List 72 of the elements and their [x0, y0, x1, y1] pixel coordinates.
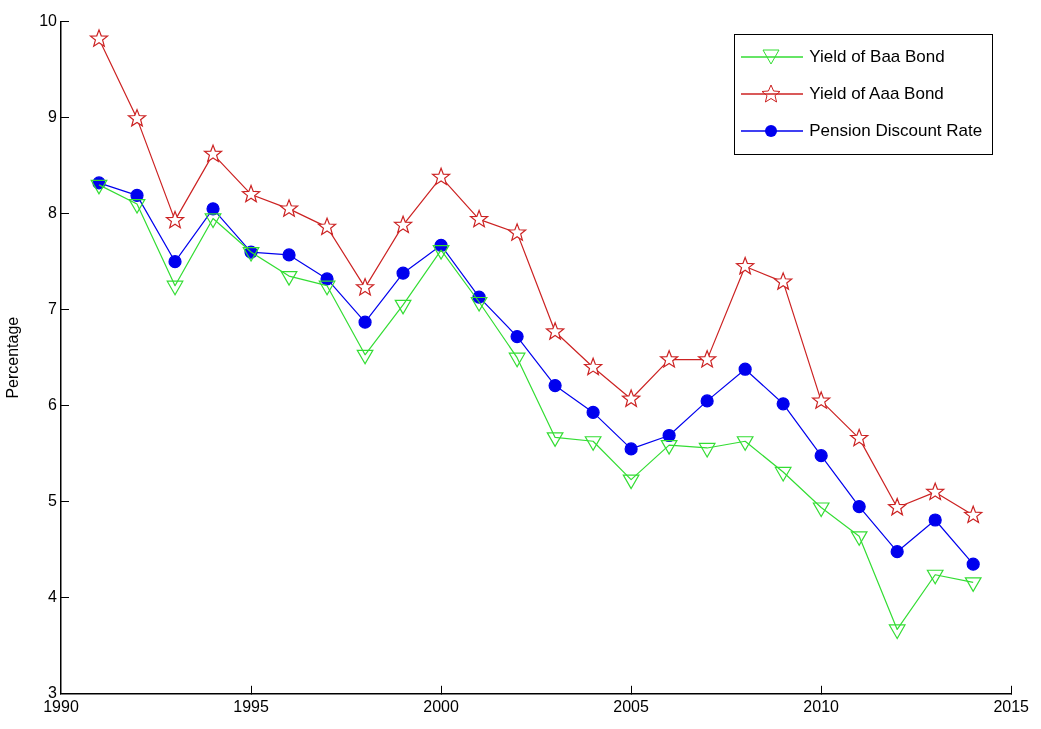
point	[584, 436, 602, 451]
y-tick-label: 9	[48, 108, 58, 126]
point	[662, 428, 676, 443]
x-tick-label: 1995	[233, 697, 269, 715]
point	[546, 432, 564, 447]
x-tick-label: 1990	[43, 697, 79, 715]
point	[890, 545, 904, 559]
y-tick-label: 8	[48, 204, 58, 222]
point	[964, 577, 982, 593]
point	[738, 362, 752, 376]
legend-label: Pension Discount Rate	[809, 121, 983, 142]
y-tick-label: 4	[48, 588, 58, 606]
point	[393, 215, 413, 234]
y-tick-label: 6	[48, 396, 58, 414]
point	[698, 442, 716, 458]
point	[279, 199, 299, 217]
point	[282, 248, 296, 262]
y-tick-label: 7	[48, 300, 58, 318]
y-tick-label: 10	[39, 12, 58, 30]
point	[928, 513, 942, 527]
point	[773, 272, 793, 290]
point	[888, 624, 906, 640]
point	[548, 378, 562, 393]
point	[812, 502, 830, 518]
point	[203, 144, 223, 162]
point	[659, 350, 679, 368]
point	[926, 569, 944, 585]
point	[583, 357, 603, 376]
point	[241, 184, 261, 203]
point	[358, 315, 372, 329]
point	[660, 439, 678, 455]
point	[507, 223, 527, 241]
point	[736, 436, 754, 451]
y-tick-label: 5	[48, 492, 58, 510]
point	[510, 329, 524, 344]
point	[966, 557, 980, 571]
point	[431, 167, 451, 186]
point	[926, 482, 945, 501]
x-tick-label: 2005	[613, 697, 650, 715]
point	[735, 256, 755, 275]
x-tick-label: 2015	[993, 697, 1030, 715]
point	[697, 350, 717, 368]
point	[165, 210, 185, 229]
point	[89, 29, 109, 47]
point	[812, 391, 831, 409]
point	[396, 266, 410, 280]
point	[700, 394, 714, 408]
point	[814, 449, 828, 463]
x-tick-label: 2000	[423, 697, 459, 715]
point	[888, 497, 907, 516]
point	[545, 322, 565, 340]
point	[621, 389, 641, 407]
point	[850, 531, 868, 546]
y-axis-title: Percentage	[4, 316, 22, 399]
legend-label: Yield of Aaa Bond	[809, 84, 944, 105]
point	[622, 474, 640, 490]
point	[624, 442, 638, 456]
point	[852, 499, 866, 514]
point	[586, 405, 600, 420]
point	[317, 217, 337, 235]
point	[850, 428, 869, 447]
point	[168, 255, 182, 269]
point	[127, 108, 147, 127]
point	[964, 505, 983, 524]
point	[130, 188, 144, 203]
point	[469, 209, 489, 228]
point	[355, 278, 375, 296]
legend-label: Yield of Baa Bond	[809, 47, 945, 68]
point	[774, 466, 792, 482]
point	[776, 397, 790, 411]
point	[320, 272, 334, 286]
x-tick-label: 2010	[803, 697, 840, 715]
